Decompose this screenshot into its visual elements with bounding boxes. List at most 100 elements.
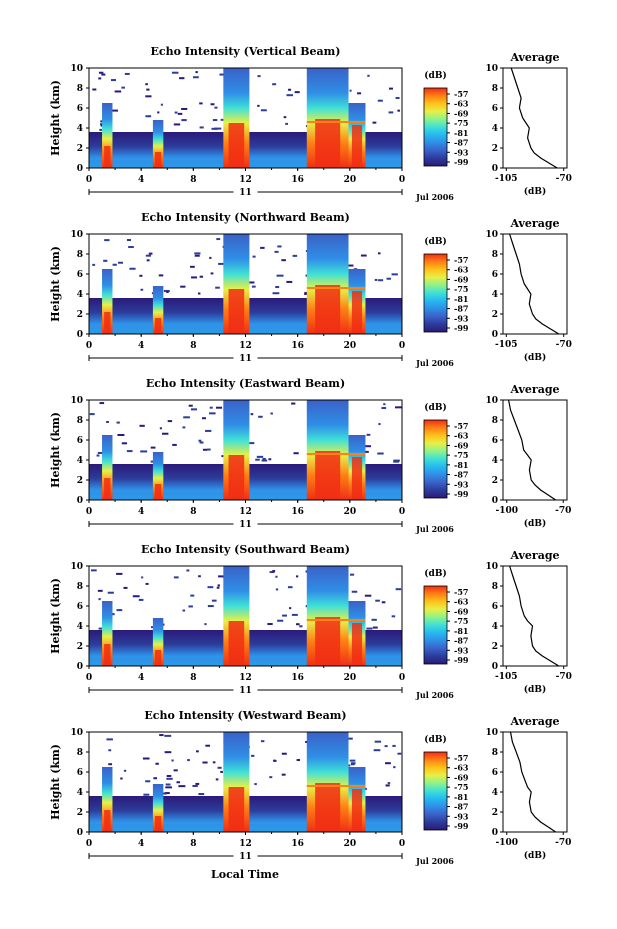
echo-pixel <box>214 106 218 109</box>
profile-y-tick-label: 4 <box>492 622 498 632</box>
echo-pixel <box>272 292 280 295</box>
echo-pixel <box>139 424 145 427</box>
y-tick-label: 4 <box>77 622 83 632</box>
rain-core <box>315 783 341 832</box>
panel-title: Echo Intensity (Eastward Beam) <box>146 377 345 390</box>
profile-x-tick-label: -70 <box>555 506 571 516</box>
echo-pixel <box>258 415 263 418</box>
echo-pixel <box>181 119 187 122</box>
echo-pixel <box>372 121 377 124</box>
x-tick-label: 0 <box>86 839 92 849</box>
echo-pixel <box>173 576 179 579</box>
profile-y-tick-label: 0 <box>492 164 498 174</box>
echo-pixel <box>160 103 163 106</box>
colorbar-tick-label: -57 <box>454 421 468 431</box>
heatmap <box>89 68 402 168</box>
echo-pixel <box>393 459 400 462</box>
profile-y-tick-label: 10 <box>485 562 498 572</box>
day-label: 11 <box>239 354 252 364</box>
y-tick-label: 6 <box>77 602 83 612</box>
echo-pixel <box>260 246 265 249</box>
x-tick-label: 16 <box>291 673 304 683</box>
echo-pixel <box>100 120 103 123</box>
echo-pixel <box>188 404 193 407</box>
echo-pixel <box>120 777 123 780</box>
day-label-bg <box>233 850 258 862</box>
rain-core <box>315 451 341 500</box>
profile-title: Average <box>509 51 559 64</box>
x-tick-label: 16 <box>291 341 304 351</box>
rain-core <box>351 789 363 832</box>
rain-core <box>104 312 111 334</box>
echo-pixel <box>272 570 276 573</box>
echo-pixel <box>218 575 224 578</box>
echo-pixel <box>395 96 400 99</box>
x-tick-label: 20 <box>344 839 357 849</box>
profile-y-tick-label: 6 <box>492 436 498 446</box>
echo-pixel <box>388 87 394 90</box>
echo-pixel <box>181 107 188 110</box>
y-tick-label: 8 <box>77 582 83 592</box>
echo-pixel <box>179 77 185 80</box>
profile-y-tick-label: 0 <box>492 828 498 838</box>
day-label-bg <box>233 518 258 530</box>
panel-2: Echo Intensity (Eastward Beam) Height (km… <box>49 377 571 534</box>
echo-pixel <box>365 445 371 448</box>
echo-pixel <box>351 762 356 765</box>
colorbar-tick-label: -63 <box>454 597 469 607</box>
echo-pixel <box>199 441 204 444</box>
echo-pixel <box>371 618 377 621</box>
profile-y-tick-label: 10 <box>485 64 498 74</box>
heatmap <box>89 234 402 334</box>
x-tick-label: 0 <box>86 507 92 517</box>
colorbar-tick-label: -99 <box>454 821 469 831</box>
echo-pixel <box>199 126 204 129</box>
y-tick-label: 10 <box>70 728 83 738</box>
profile-y-tick-label: 0 <box>492 662 498 672</box>
echo-pixel <box>387 782 391 785</box>
echo-pixel <box>251 754 255 757</box>
rain-core <box>154 318 162 334</box>
echo-pixel <box>357 92 362 95</box>
echo-pixel <box>164 792 170 795</box>
echo-pixel <box>123 769 127 772</box>
rain-core <box>228 289 245 334</box>
x-tick-label: 0 <box>86 175 92 185</box>
echo-pixel <box>198 793 205 796</box>
echo-pixel <box>183 416 190 419</box>
echo-pixel <box>142 757 150 760</box>
y-axis-label: Height (km) <box>49 578 62 654</box>
echo-pixel <box>171 71 179 74</box>
echo-pixel <box>254 783 257 786</box>
echo-pixel <box>296 575 299 578</box>
echo-pixel <box>293 452 299 455</box>
panel-0: Echo Intensity (Vertical Beam) Height (km… <box>49 45 572 202</box>
echo-pixel <box>140 288 144 291</box>
colorbar-tick-label: -87 <box>454 138 468 148</box>
echo-pixel <box>198 575 201 578</box>
rain-core <box>315 285 341 334</box>
y-tick-label: 2 <box>77 476 83 486</box>
echo-pixel <box>388 111 394 114</box>
echo-pixel <box>202 761 208 764</box>
echo-pixel <box>377 252 381 255</box>
rain-core <box>228 787 245 832</box>
x-tick-label: 20 <box>344 341 357 351</box>
y-tick-label: 4 <box>77 788 83 798</box>
y-axis-label: Height (km) <box>49 744 62 820</box>
echo-pixel <box>204 623 207 626</box>
echo-pixel <box>294 91 300 94</box>
echo-pixel <box>162 432 169 435</box>
echo-pixel <box>162 792 168 795</box>
x-tick-label: 8 <box>190 175 196 185</box>
profile-x-tick-label: -70 <box>556 174 572 184</box>
echo-pixel <box>92 263 96 266</box>
profile-y-tick-label: 4 <box>492 290 498 300</box>
echo-pixel <box>274 250 279 253</box>
echo-pixel <box>275 286 280 289</box>
rain-core <box>351 457 363 500</box>
profile-y-tick-label: 10 <box>485 728 498 738</box>
rain-core <box>351 125 363 168</box>
colorbar-tick-label: -99 <box>454 655 469 665</box>
